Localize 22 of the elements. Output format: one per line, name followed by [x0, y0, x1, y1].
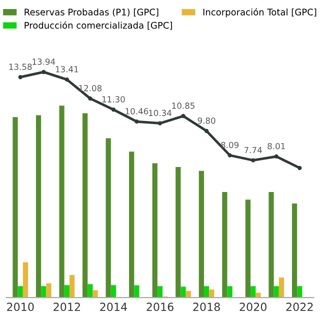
data-label: 8.09 — [221, 142, 239, 148]
x-tick-label: 2010 — [7, 302, 34, 312]
data-label: 10.85 — [172, 102, 194, 109]
x-tick-label: 2018 — [193, 302, 220, 312]
data-label: 10.46 — [126, 108, 148, 114]
data-label: 11.30 — [102, 96, 125, 102]
data-label: 8.01 — [268, 142, 285, 150]
data-label: 9.80 — [198, 117, 216, 124]
data-label: 7.74 — [244, 146, 262, 154]
legend-label: Producción comercializada [GPC] — [24, 21, 172, 30]
x-tick-label: 2020 — [240, 302, 266, 312]
legend-label: Incorporación Total [GPC] — [203, 8, 316, 18]
data-label: 12.08 — [79, 85, 102, 92]
x-tick-label: 2016 — [146, 302, 174, 312]
legend-label: Reservas Probadas (P1) [GPC] — [24, 8, 158, 17]
x-tick-label: 2022 — [286, 302, 313, 312]
data-label: 13.41 — [56, 66, 78, 72]
x-tick-label: 2012 — [54, 302, 80, 312]
data-label: 10.34 — [148, 110, 172, 116]
data-label: 13.94 — [32, 58, 56, 65]
x-tick-label: 2014 — [100, 302, 127, 312]
data-label: 13.58 — [9, 64, 32, 70]
